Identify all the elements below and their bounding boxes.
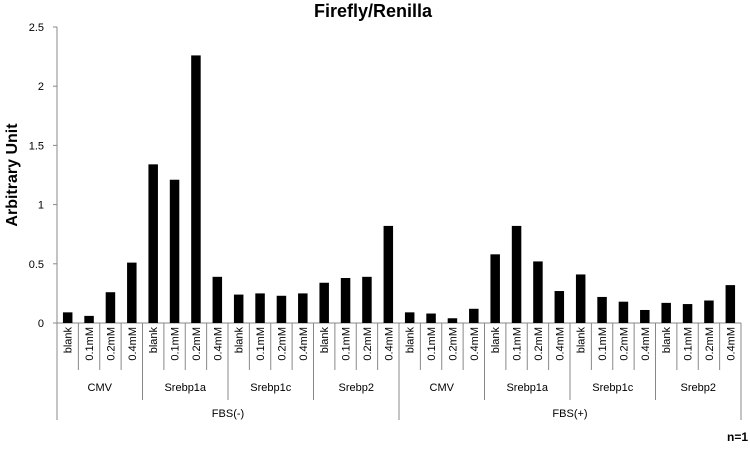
bar [276, 295, 287, 323]
bar [597, 296, 607, 323]
bar [319, 282, 329, 323]
x-category-label: 0.4mM [640, 327, 652, 361]
bar [447, 318, 458, 323]
y-tick-label: 2.5 [29, 22, 44, 34]
bar [383, 225, 394, 323]
bar [704, 300, 714, 323]
x-group-label: Srebp1a [506, 382, 548, 394]
x-category-label: 0.1mM [84, 327, 96, 361]
x-category-label: blank [490, 327, 502, 354]
x-category-label: 0.4mM [554, 327, 566, 361]
bar [511, 225, 522, 323]
bar [575, 274, 586, 323]
bar [169, 179, 180, 323]
bar [682, 304, 693, 323]
bar [127, 262, 137, 323]
x-category-label: 0.1mM [341, 327, 353, 361]
x-category-label: 0.2mM [447, 327, 459, 361]
bar [191, 55, 201, 323]
x-category-label: 0.2mM [105, 327, 117, 361]
bar [554, 291, 565, 323]
bar [426, 313, 436, 323]
bar [618, 301, 629, 323]
y-tick-label: 1 [38, 200, 44, 212]
x-category-label: 0.1mM [170, 327, 182, 361]
x-category-label: blank [576, 327, 588, 354]
bar [84, 315, 94, 323]
bar [640, 309, 650, 323]
x-category-label: 0.2mM [362, 327, 374, 361]
x-group-label: Srebp1a [164, 382, 206, 394]
x-category-label: 0.1mM [426, 327, 438, 361]
bar [533, 261, 543, 323]
x-group-label: Srebp2 [339, 382, 374, 394]
bar [233, 294, 244, 323]
x-category-label: blank [63, 327, 75, 354]
x-category-label: 0.2mM [618, 327, 630, 361]
x-category-label: 0.2mM [276, 327, 288, 361]
x-category-label: 0.4mM [298, 327, 310, 361]
x-category-label: blank [148, 327, 160, 354]
y-tick-label: 2 [38, 81, 44, 93]
x-category-label: 0.4mM [725, 327, 737, 361]
bar [62, 312, 73, 323]
x-category-label: 0.4mM [469, 327, 481, 361]
bar [362, 276, 372, 323]
bar [469, 308, 479, 323]
bar [255, 293, 265, 323]
x-supergroup-label: FBS(+) [552, 408, 587, 420]
bar [298, 293, 308, 323]
x-category-label: 0.4mM [383, 327, 395, 361]
x-category-label: blank [319, 327, 331, 354]
sample-size-note: n=1 [727, 430, 748, 444]
x-category-label: 0.4mM [212, 327, 224, 361]
x-category-label: blank [405, 327, 417, 354]
x-group-label: CMV [430, 382, 455, 394]
bar [490, 254, 500, 323]
y-tick-label: 0.5 [29, 259, 44, 271]
category-labels: blank 0.1mM 0.2mM 0.4mM blank 0.1mM 0.2mM 0.4mM… [63, 327, 738, 421]
bar [212, 276, 223, 323]
x-category-label: blank [234, 327, 246, 354]
chart-title: Firefly/Renilla [314, 1, 433, 21]
x-category-label: 0.2mM [704, 327, 716, 361]
y-tick-label: 0 [38, 318, 44, 330]
x-supergroup-label: FBS(-) [212, 408, 244, 420]
x-category-label: 0.1mM [512, 327, 524, 361]
bar [725, 285, 736, 323]
x-group-label: Srebp2 [681, 382, 716, 394]
x-category-label: 0.2mM [191, 327, 203, 361]
bars [62, 55, 736, 323]
x-group-label: Srebp1c [250, 382, 291, 394]
x-category-label: 0.1mM [597, 327, 609, 361]
y-axis-label: Arbitrary Unit [4, 123, 21, 227]
bar [105, 292, 116, 323]
x-category-label: 0.4mM [127, 327, 139, 361]
y-tick-label: 1.5 [29, 140, 44, 152]
bar [340, 278, 351, 323]
x-category-label: 0.1mM [255, 327, 267, 361]
x-category-label: 0.1mM [683, 327, 695, 361]
x-group-label: CMV [88, 382, 113, 394]
bar [661, 302, 671, 323]
x-category-label: blank [661, 327, 673, 354]
x-group-label: Srebp1c [592, 382, 633, 394]
bar [404, 312, 415, 323]
x-category-label: 0.2mM [533, 327, 545, 361]
bar [148, 164, 158, 323]
